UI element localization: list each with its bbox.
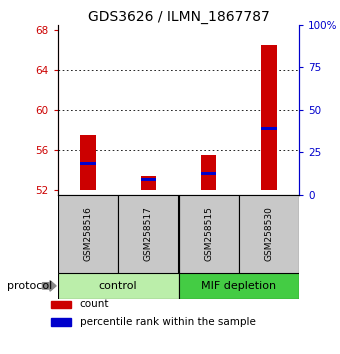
Bar bbox=[261, 127, 276, 130]
Text: GSM258515: GSM258515 bbox=[204, 206, 213, 261]
Text: protocol: protocol bbox=[7, 281, 52, 291]
Bar bbox=[58, 195, 118, 273]
Bar bbox=[81, 162, 96, 165]
Text: GSM258516: GSM258516 bbox=[84, 206, 92, 261]
Bar bbox=[141, 178, 156, 181]
Bar bbox=[81, 135, 96, 190]
Text: MIF depletion: MIF depletion bbox=[201, 281, 276, 291]
Bar bbox=[118, 195, 178, 273]
Bar bbox=[201, 172, 216, 175]
Bar bbox=[141, 176, 156, 190]
Bar bbox=[58, 273, 178, 299]
Text: control: control bbox=[99, 281, 137, 291]
Bar bbox=[51, 318, 71, 326]
Text: count: count bbox=[80, 299, 109, 309]
Text: percentile rank within the sample: percentile rank within the sample bbox=[80, 317, 255, 327]
Text: GSM258530: GSM258530 bbox=[265, 206, 273, 261]
Bar bbox=[201, 155, 216, 190]
Bar bbox=[51, 301, 71, 308]
Title: GDS3626 / ILMN_1867787: GDS3626 / ILMN_1867787 bbox=[88, 10, 269, 24]
Text: GSM258517: GSM258517 bbox=[144, 206, 153, 261]
Bar bbox=[239, 195, 299, 273]
Bar bbox=[178, 195, 239, 273]
Bar bbox=[178, 273, 299, 299]
Bar bbox=[261, 45, 276, 190]
